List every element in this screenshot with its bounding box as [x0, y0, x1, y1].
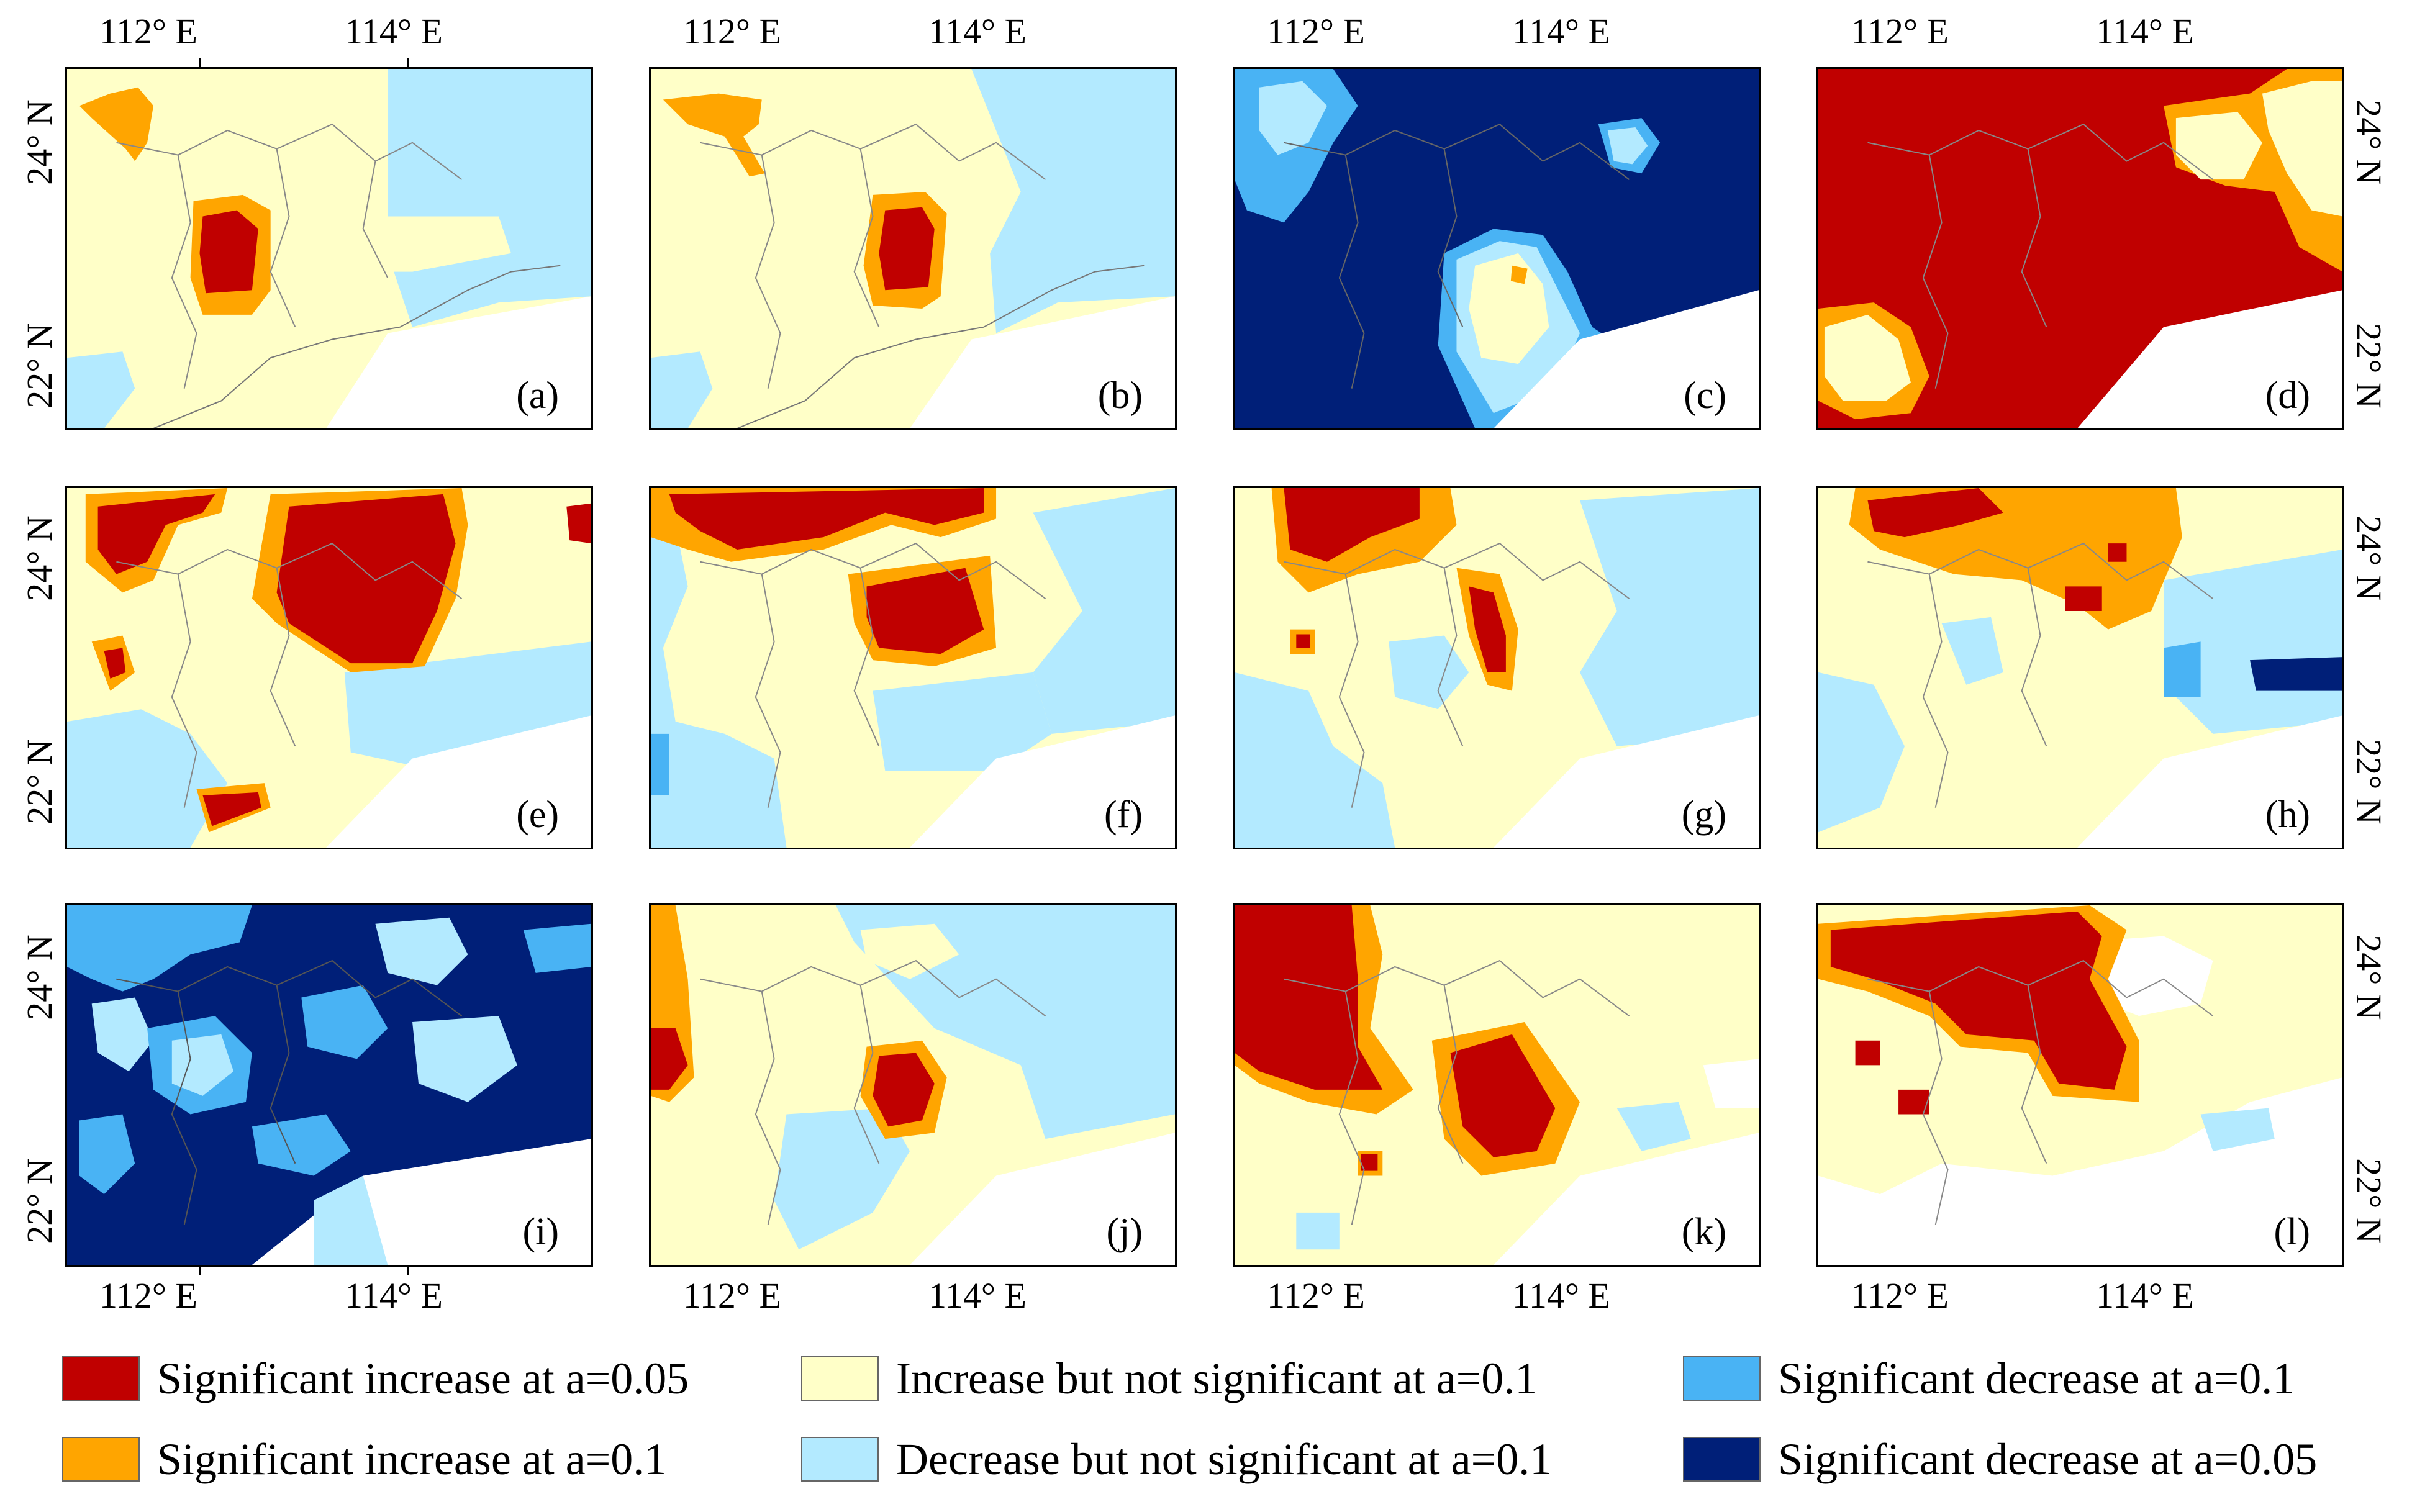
trend-map-k: [1235, 905, 1759, 1265]
tick-mark: [199, 1267, 201, 1275]
map-panel-b: (b): [649, 67, 1177, 430]
map-panel-i: (i): [65, 903, 593, 1267]
y-tick-24-right-row1: 24° N: [2348, 99, 2389, 185]
legend-item-sig-dec-01: Significant decrease at a=0.1: [1683, 1354, 2295, 1403]
legend-swatch: [62, 1356, 140, 1401]
y-tick-22-left-row3: 22° N: [19, 1158, 60, 1244]
map-panel-h: (h): [1816, 486, 2344, 849]
panel-label: (j): [1106, 1211, 1143, 1253]
x-tick-112-top-1: 112° E: [99, 11, 197, 52]
legend-swatch: [62, 1437, 140, 1482]
panel-label: (h): [2265, 794, 2310, 836]
legend-item-inc-ns: Increase but not significant at a=0.1: [801, 1354, 1537, 1403]
x-tick-112-top-4: 112° E: [1851, 11, 1949, 52]
x-tick-114-top-4: 114° E: [2096, 11, 2194, 52]
legend-item-dec-ns: Decrease but not significant at a=0.1: [801, 1434, 1552, 1484]
map-panel-g: (g): [1233, 486, 1761, 849]
legend-swatch: [801, 1437, 879, 1482]
y-tick-24-left-row3: 24° N: [19, 935, 60, 1020]
x-tick-112-bottom-4: 112° E: [1851, 1275, 1949, 1316]
x-tick-112-bottom-3: 112° E: [1267, 1275, 1365, 1316]
trend-map-l: [1818, 905, 2342, 1265]
x-tick-112-top-3: 112° E: [1267, 11, 1365, 52]
y-tick-24-right-row2: 24° N: [2348, 515, 2389, 601]
legend-swatch: [801, 1356, 879, 1401]
map-panel-f: (f): [649, 486, 1177, 849]
y-tick-24-left-row2: 24° N: [19, 515, 60, 601]
y-tick-22-right-row3: 22° N: [2348, 1158, 2389, 1244]
y-tick-22-left-row2: 22° N: [19, 739, 60, 825]
legend-item-sig-dec-005: Significant decrease at a=0.05: [1683, 1434, 2317, 1484]
panel-label: (i): [522, 1211, 559, 1253]
legend-label: Significant decrease at a=0.05: [1778, 1434, 2318, 1484]
panel-label: (d): [2265, 374, 2310, 417]
trend-map-c: [1235, 69, 1759, 428]
x-tick-114-top-3: 114° E: [1512, 11, 1610, 52]
panel-label: (f): [1104, 794, 1143, 836]
map-panel-j: (j): [649, 903, 1177, 1267]
map-panel-d: (d): [1816, 67, 2344, 430]
legend-label: Significant decrease at a=0.1: [1778, 1354, 2295, 1403]
panel-label: (b): [1097, 374, 1143, 417]
x-tick-112-top-2: 112° E: [683, 11, 781, 52]
trend-map-a: [67, 69, 591, 428]
x-tick-114-top-1: 114° E: [345, 11, 443, 52]
x-tick-114-bottom-1: 114° E: [345, 1275, 443, 1316]
panel-label: (c): [1684, 374, 1726, 417]
legend-label: Significant increase at a=0.1: [157, 1434, 667, 1484]
trend-map-e: [67, 488, 591, 848]
y-tick-22-right-row2: 22° N: [2348, 739, 2389, 825]
legend-swatch: [1683, 1437, 1761, 1482]
panel-label: (a): [516, 374, 559, 417]
x-tick-114-bottom-3: 114° E: [1512, 1275, 1610, 1316]
map-panel-l: (l): [1816, 903, 2344, 1267]
y-tick-22-right-row1: 22° N: [2348, 323, 2389, 409]
map-panel-e: (e): [65, 486, 593, 849]
x-tick-112-bottom-1: 112° E: [99, 1275, 197, 1316]
trend-map-d: [1818, 69, 2342, 428]
x-tick-114-bottom-2: 114° E: [928, 1275, 1027, 1316]
y-tick-24-right-row3: 24° N: [2348, 935, 2389, 1020]
legend-label: Significant increase at a=0.05: [157, 1354, 689, 1403]
trend-map-f: [651, 488, 1175, 848]
y-tick-22-left-row1: 22° N: [19, 323, 60, 409]
legend-label: Increase but not significant at a=0.1: [896, 1354, 1538, 1403]
panel-label: (g): [1681, 794, 1726, 836]
tick-mark: [199, 58, 201, 67]
x-tick-112-bottom-2: 112° E: [683, 1275, 781, 1316]
y-tick-24-left-row1: 24° N: [19, 99, 60, 185]
legend-swatch: [1683, 1356, 1761, 1401]
panel-label: (e): [516, 794, 559, 836]
legend-item-sig-inc-01: Significant increase at a=0.1: [62, 1434, 666, 1484]
trend-map-b: [651, 69, 1175, 428]
trend-map-i: [67, 905, 591, 1265]
map-panel-a: (a): [65, 67, 593, 430]
legend-item-sig-inc-005: Significant increase at a=0.05: [62, 1354, 689, 1403]
map-panel-k: (k): [1233, 903, 1761, 1267]
trend-map-h: [1818, 488, 2342, 848]
trend-map-g: [1235, 488, 1759, 848]
tick-mark: [407, 1267, 409, 1275]
legend-label: Decrease but not significant at a=0.1: [896, 1434, 1553, 1484]
tick-mark: [407, 58, 409, 67]
x-tick-114-bottom-4: 114° E: [2096, 1275, 2194, 1316]
panel-label: (k): [1681, 1211, 1726, 1253]
panel-label: (l): [2274, 1211, 2310, 1253]
trend-map-j: [651, 905, 1175, 1265]
map-panel-c: (c): [1233, 67, 1761, 430]
x-tick-114-top-2: 114° E: [928, 11, 1027, 52]
